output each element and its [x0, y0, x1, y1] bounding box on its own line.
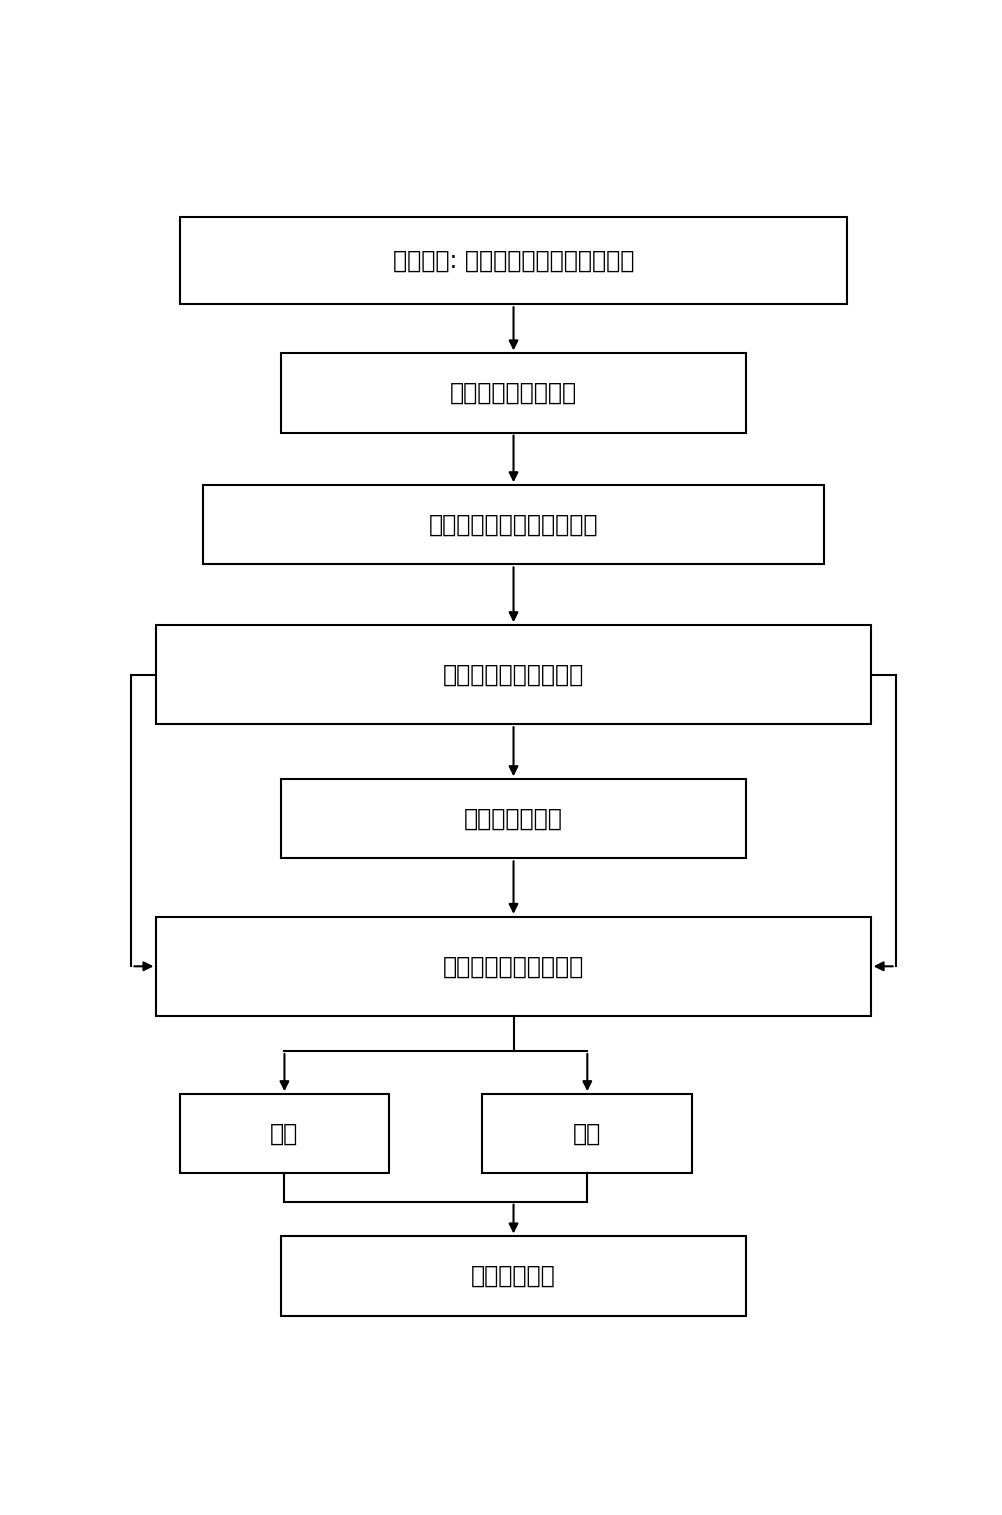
Text: 数据: 数据	[573, 1121, 601, 1145]
Bar	[156, 626, 871, 724]
Text: 设置像点标志，选择摄影点: 设置像点标志，选择摄影点	[429, 512, 598, 536]
Text: 数字摄影测量处理系统: 数字摄影测量处理系统	[443, 954, 584, 979]
Text: 输出处理结果: 输出处理结果	[471, 1264, 556, 1288]
Bar	[156, 917, 871, 1017]
Bar	[179, 217, 848, 305]
Bar	[179, 1094, 389, 1173]
Bar	[483, 1094, 692, 1173]
Text: 用全站仪测摄站点坐标: 用全站仪测摄站点坐标	[443, 662, 584, 686]
Bar	[202, 485, 825, 565]
Bar	[281, 1236, 746, 1315]
Text: 准备工作: 参数文件的建立及数据输入: 准备工作: 参数文件的建立及数据输入	[393, 248, 634, 273]
Text: 选择待测目标（树）: 选择待测目标（树）	[450, 380, 577, 405]
Bar	[281, 779, 746, 859]
Bar	[281, 353, 746, 433]
Text: 对待测目标摄影: 对待测目标摄影	[464, 806, 563, 830]
Text: 处理: 处理	[271, 1121, 299, 1145]
